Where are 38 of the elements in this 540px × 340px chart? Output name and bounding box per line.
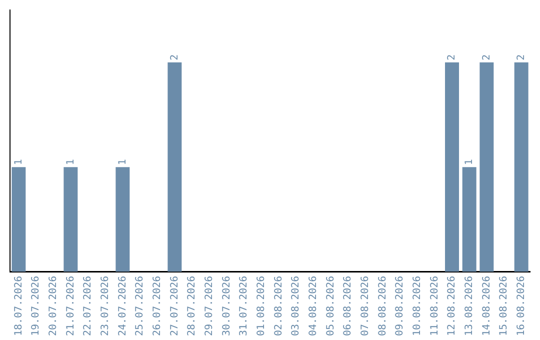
- x-tick-label: 02.08.2026: [273, 276, 284, 336]
- x-tick-label: 15.08.2026: [498, 276, 510, 336]
- data-label: 1: [13, 159, 24, 166]
- x-tick-label: 31.07.2026: [238, 276, 250, 336]
- x-tick-label: 29.07.2026: [204, 276, 215, 336]
- data-label: 1: [117, 159, 128, 166]
- x-tick-label: 21.07.2026: [65, 276, 76, 336]
- x-tick-label: 27.07.2026: [169, 276, 180, 336]
- x-tick-label: 18.07.2026: [13, 276, 24, 336]
- x-tick-label: 22.07.2026: [82, 276, 94, 336]
- x-tick-label: 09.08.2026: [394, 276, 406, 336]
- x-tick-label: 16.08.2026: [516, 276, 527, 336]
- x-tick-label: 20.07.2026: [48, 276, 59, 336]
- x-tick-label: 13.08.2026: [464, 276, 475, 336]
- x-tick-label: 19.07.2026: [30, 276, 42, 336]
- x-tick-label: 30.07.2026: [221, 276, 232, 336]
- data-label: 1: [65, 159, 76, 166]
- x-tick-label: 01.08.2026: [256, 276, 267, 336]
- x-tick-label: 03.08.2026: [290, 276, 302, 336]
- x-tick-label: 06.08.2026: [342, 276, 354, 336]
- data-label: 2: [446, 54, 458, 60]
- x-tick-label: 26.07.2026: [152, 276, 163, 336]
- x-tick-label: 04.08.2026: [308, 276, 319, 336]
- data-label: 1: [464, 159, 475, 166]
- x-tick-label: 25.07.2026: [134, 276, 146, 336]
- data-label: 2: [516, 54, 527, 60]
- x-tick-label: 23.07.2026: [100, 276, 111, 336]
- x-tick-label: 14.08.2026: [481, 276, 492, 336]
- x-tick-label: 24.07.2026: [117, 276, 128, 336]
- x-tick-label: 11.08.2026: [429, 276, 440, 336]
- x-tick-label: 28.07.2026: [186, 276, 198, 336]
- data-label: 2: [169, 54, 180, 60]
- data-label: 2: [481, 54, 492, 60]
- x-tick-label: 08.08.2026: [377, 276, 388, 336]
- x-tick-label: 10.08.2026: [412, 276, 423, 336]
- x-tick-label: 05.08.2026: [325, 276, 336, 336]
- x-tick-label: 12.08.2026: [446, 276, 458, 336]
- x-tick-label: 07.08.2026: [360, 276, 371, 336]
